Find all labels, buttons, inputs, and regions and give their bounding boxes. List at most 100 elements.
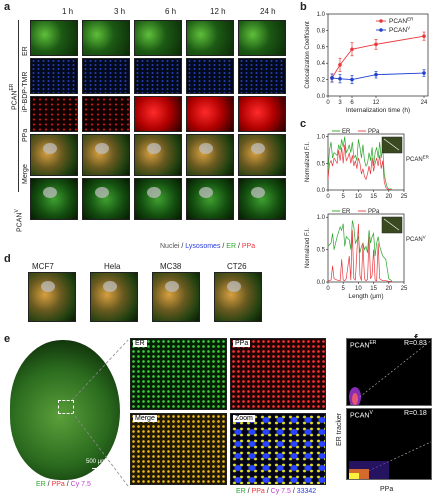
panel-letter-b: b (300, 1, 307, 13)
label-ppa-tissue: PPa (233, 340, 251, 347)
image-zoom-tissue (230, 413, 326, 485)
micrograph-pcanv-3h (82, 178, 130, 220)
micrograph-pcanv-12h (186, 178, 234, 220)
image-ct26 (214, 272, 262, 322)
micrograph-pcanv-1h (30, 178, 78, 220)
micrograph-er-1h (30, 20, 78, 56)
micrograph-er-6h (134, 20, 182, 56)
y-tick-label: 1.0 (317, 215, 326, 221)
y-tick-label: 1.0 (317, 135, 326, 141)
x-axis-label: Internalization time (h) (346, 107, 410, 114)
label-merge-tissue: Merge (133, 415, 157, 422)
micrograph-er-3h (82, 20, 130, 56)
micrograph-ppa-1h (30, 96, 78, 132)
time-header-24h: 24 h (260, 7, 276, 16)
inset-line-profile (383, 218, 400, 231)
x-tick-label: 15 (370, 194, 377, 200)
y-axis-label: Colocalization Coefficient (305, 21, 311, 89)
y-tick-label: 0.0 (317, 94, 326, 100)
micrograph-ppa-3h (82, 96, 130, 132)
y-axis-label: Normalized F.I. (305, 228, 311, 268)
row-label-ipbdp: iP-BDP-TMR (22, 71, 29, 112)
panel-letter-a: a (4, 1, 11, 13)
zoom-guide-lines (71, 339, 129, 487)
cell-line-hela: Hela (104, 262, 121, 271)
chart-colocalization: 0.0 0.2 0.4 0.6 0.8 1.0 0 3 6 12 24 Internalization… (305, 12, 429, 114)
series-line-0 (331, 35, 425, 79)
scatter-x-label: PPa (380, 486, 394, 493)
y-tick-label: 0.5 (317, 248, 326, 254)
micrograph-ppa-12h (186, 96, 234, 132)
y-tick-label: 1.0 (317, 12, 326, 18)
x-tick-label: 5 (342, 194, 346, 200)
x-tick-label: 0 (326, 194, 330, 200)
time-header-12h: 12 h (210, 7, 226, 16)
group-label-pcan-er: PCANER (9, 83, 19, 110)
y-tick-label: 0.5 (317, 161, 326, 167)
image-merge-tissue (130, 413, 227, 485)
x-tick-label: 10 (355, 286, 362, 292)
series-line-er (327, 220, 393, 281)
panel-letter-d: d (4, 253, 11, 265)
y-axis-label: Normalized F.I. (305, 142, 311, 182)
label-er-tissue: ER (133, 340, 147, 347)
y-tick-label: 0.0 (317, 188, 326, 194)
time-header-6h: 6 h (165, 7, 177, 16)
inset-label: PCANER (406, 155, 430, 164)
channel-legend-e1: ER / PPa / Cy 7.5 (36, 481, 91, 488)
y-tick-label: 0.0 (317, 280, 326, 286)
x-tick-label: 12 (373, 100, 380, 106)
x-tick-label: 15 (370, 286, 377, 292)
legend-label-0: PCANER (389, 17, 414, 26)
cell-line-mcf7: MCF7 (32, 262, 54, 271)
micrograph-merge-24h (238, 134, 286, 176)
micrograph-merge-3h (82, 134, 130, 176)
scale-bar-label: 500 μm (86, 459, 107, 465)
micrograph-ppa-6h (134, 96, 182, 132)
legend-label-ppa: PPa (368, 209, 380, 215)
series-line-ppa (327, 223, 392, 282)
image-ppa-tissue (230, 338, 326, 410)
data-point (330, 76, 334, 80)
scatter-top-r: R=0.83 (404, 340, 427, 347)
series-line-1 (331, 72, 425, 81)
data-point (422, 34, 426, 38)
label-zoom-tissue: Zoom (233, 415, 255, 422)
scatter-bottom-name: PCANV (350, 410, 373, 420)
micrograph-merge-1h (30, 134, 78, 176)
data-point (338, 76, 342, 81)
data-point (374, 72, 378, 77)
row-label-ppa: PPa (22, 128, 29, 142)
micrograph-merge-12h (186, 134, 234, 176)
channel-legend-a: Nuclei / Lysosomes / ER / PPa (160, 243, 256, 250)
plot-frame (327, 133, 405, 191)
series-line-ppa (327, 144, 392, 190)
data-point (350, 47, 354, 52)
legend-label-er: ER (342, 209, 351, 215)
micrograph-lysosome-24h (238, 58, 286, 94)
data-point (422, 71, 426, 75)
x-axis-label: Length (μm) (348, 293, 383, 300)
panel-letter-c: c (300, 118, 307, 130)
x-tick-label: 0 (326, 286, 330, 292)
data-point (350, 77, 354, 82)
series-line-er (327, 136, 392, 190)
time-header-3h: 3 h (114, 7, 126, 16)
legend-marker-0 (379, 19, 383, 23)
micrograph-pcanv-24h (238, 178, 286, 220)
x-tick-label: 6 (350, 100, 354, 106)
y-tick-label: 0.4 (317, 61, 326, 67)
legend-label-1: PCANV (389, 26, 410, 35)
legend-label-er: ER (342, 129, 351, 135)
data-point (374, 42, 378, 47)
x-tick-label: 10 (355, 194, 362, 200)
zoom-region-box (58, 400, 74, 414)
group-label-pcan-v: PCANV (14, 209, 24, 232)
micrograph-er-24h (238, 20, 286, 56)
micrograph-merge-6h (134, 134, 182, 176)
channel-legend-e2: ER / PPa / Cy 7.5 / 33342 (236, 488, 317, 495)
scatter-top-name: PCANER (350, 340, 377, 350)
inset-label: PCANV (406, 235, 426, 244)
scatter-bottom-r: R=0.18 (404, 410, 427, 417)
x-tick-label: 3 (338, 100, 342, 106)
